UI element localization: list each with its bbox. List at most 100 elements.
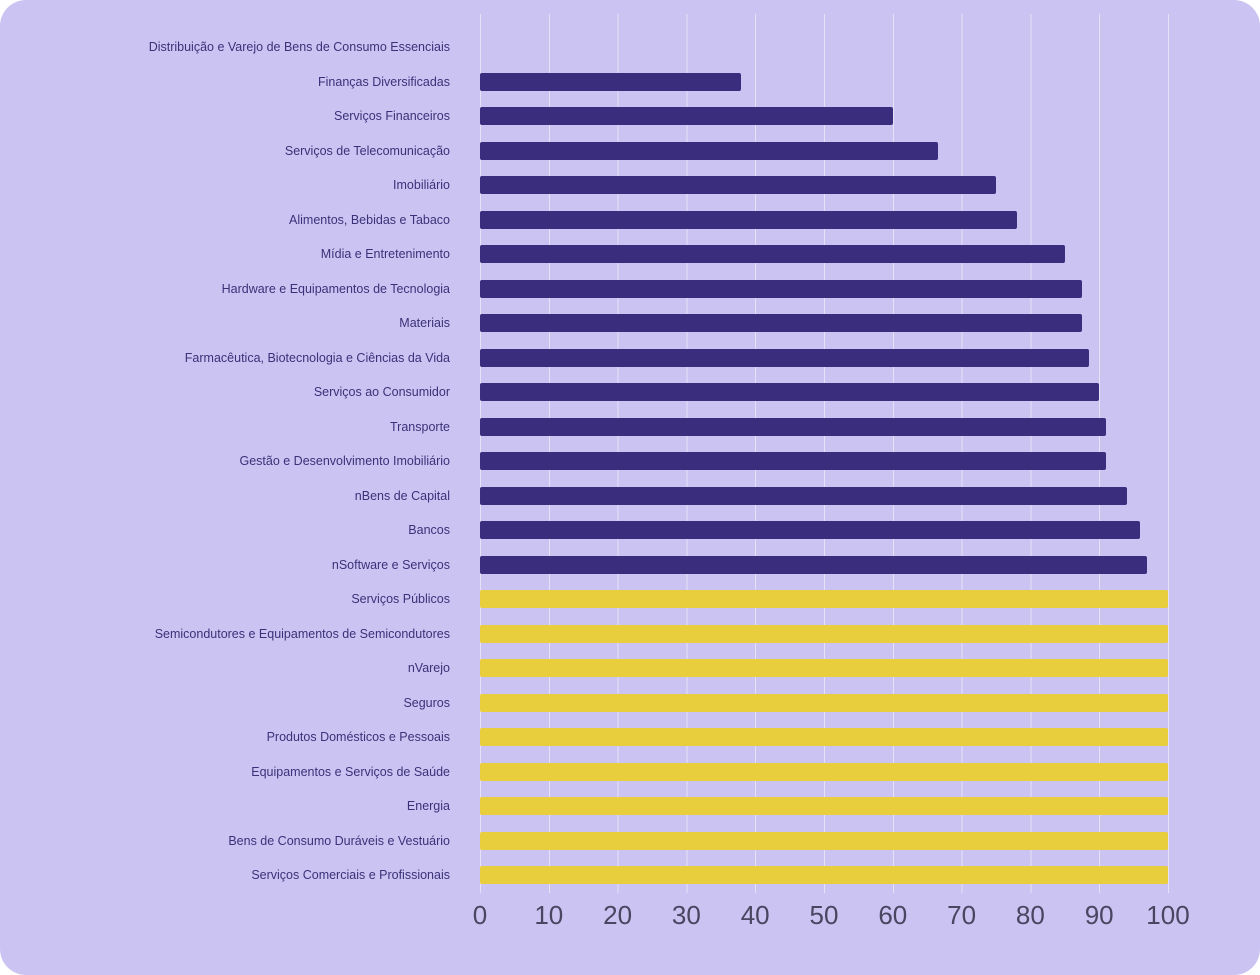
chart-row: Energia xyxy=(0,789,1260,824)
x-axis-tick-label: 20 xyxy=(603,900,633,930)
chart-row: Serviços de Telecomunicação xyxy=(0,134,1260,169)
x-axis-tick-label: 100 xyxy=(1146,900,1190,930)
category-label: Bens de Consumo Duráveis e Vestuário xyxy=(228,833,450,848)
chart-row: Hardware e Equipamentos de Tecnologia xyxy=(0,272,1260,307)
x-axis-tick-label: 80 xyxy=(1015,900,1045,930)
chart-row: Semicondutores e Equipamentos de Semicon… xyxy=(0,617,1260,652)
chart-row: Serviços ao Consumidor xyxy=(0,375,1260,410)
category-label: Seguros xyxy=(403,695,450,710)
chart-row: nBens de Capital xyxy=(0,479,1260,514)
x-axis-tick-label: 90 xyxy=(1084,900,1114,930)
bar xyxy=(480,659,1168,678)
category-label: Produtos Domésticos e Pessoais xyxy=(266,730,450,745)
category-label: Transporte xyxy=(390,419,450,434)
category-label: Serviços Públicos xyxy=(351,592,450,607)
category-label: Finanças Diversificadas xyxy=(318,74,450,89)
bar xyxy=(480,348,1089,367)
bar-track xyxy=(480,383,1168,402)
bar-track xyxy=(480,486,1168,505)
chart-row: nVarejo xyxy=(0,651,1260,686)
category-label: Equipamentos e Serviços de Saúde xyxy=(251,764,450,779)
x-axis-tick-label: 0 xyxy=(472,900,488,930)
bar-track xyxy=(480,590,1168,609)
bar xyxy=(480,797,1168,816)
bar xyxy=(480,728,1168,747)
bar xyxy=(480,831,1168,850)
category-label: Energia xyxy=(406,799,450,814)
category-label: Serviços ao Consumidor xyxy=(313,385,450,400)
chart-row: Bancos xyxy=(0,513,1260,548)
bar-track xyxy=(480,176,1168,195)
chart-row: Farmacêutica, Biotecnologia e Ciências d… xyxy=(0,341,1260,376)
chart-row: Seguros xyxy=(0,686,1260,721)
x-axis-tick-label: 10 xyxy=(534,900,564,930)
bar xyxy=(480,210,1017,229)
category-label: Materiais xyxy=(399,316,450,331)
bar-chart: Distribuição e Varejo de Bens de Consumo… xyxy=(0,30,1260,893)
bar-track xyxy=(480,279,1168,298)
bar-track xyxy=(480,72,1168,91)
bar xyxy=(480,279,1082,298)
bar xyxy=(480,72,742,91)
bar xyxy=(480,417,1107,436)
category-label: Serviços Financeiros xyxy=(333,109,450,124)
bar-track xyxy=(480,245,1168,264)
bar xyxy=(480,866,1168,885)
bar-track xyxy=(480,762,1168,781)
x-axis: 0 10 20 30 40 50 60 70 80 90 100 xyxy=(473,900,1190,940)
bar-track xyxy=(480,314,1168,333)
category-label: Mídia e Entretenimento xyxy=(320,247,450,262)
bar xyxy=(480,555,1148,574)
bar-track xyxy=(480,141,1168,160)
category-label: Hardware e Equipamentos de Tecnologia xyxy=(221,281,450,296)
bar xyxy=(480,590,1168,609)
chart-row: Serviços Financeiros xyxy=(0,99,1260,134)
x-axis-tick-label: 70 xyxy=(947,900,977,930)
bar xyxy=(480,107,893,126)
chart-row: Serviços Públicos xyxy=(0,582,1260,617)
category-label: Serviços de Telecomunicação xyxy=(284,143,450,158)
category-label: Bancos xyxy=(408,523,450,538)
category-label: Semicondutores e Equipamentos de Semicon… xyxy=(154,626,450,641)
chart-row: Equipamentos e Serviços de Saúde xyxy=(0,755,1260,790)
bar-track xyxy=(480,555,1168,574)
bar-track xyxy=(480,624,1168,643)
x-axis-tick-label: 40 xyxy=(740,900,770,930)
category-label: Distribuição e Varejo de Bens de Consumo… xyxy=(148,40,450,55)
chart-row: Bens de Consumo Duráveis e Vestuário xyxy=(0,824,1260,859)
bar xyxy=(480,521,1141,540)
x-axis-tick-label: 60 xyxy=(878,900,908,930)
bar xyxy=(480,486,1127,505)
chart-row: Finanças Diversificadas xyxy=(0,65,1260,100)
bar xyxy=(480,693,1168,712)
bar xyxy=(480,314,1082,333)
bar-track xyxy=(480,417,1168,436)
bar-track xyxy=(480,38,1168,56)
bar-track xyxy=(480,728,1168,747)
bar xyxy=(480,383,1100,402)
chart-row: Serviços Comerciais e Profissionais xyxy=(0,858,1260,893)
bar-track xyxy=(480,866,1168,885)
bar xyxy=(480,141,938,160)
category-label: Serviços Comerciais e Profissionais xyxy=(251,868,450,883)
category-label: Alimentos, Bebidas e Tabaco xyxy=(289,212,450,227)
bar-track xyxy=(480,348,1168,367)
bar-track xyxy=(480,693,1168,712)
x-axis-tick-label: 30 xyxy=(671,900,701,930)
category-label: nVarejo xyxy=(407,661,450,676)
chart-row: nSoftware e Serviços xyxy=(0,548,1260,583)
bar-track xyxy=(480,452,1168,471)
bar-track xyxy=(480,210,1168,229)
x-axis-tick-label: 50 xyxy=(809,900,839,930)
category-label: Farmacêutica, Biotecnologia e Ciências d… xyxy=(184,350,450,365)
bar-track xyxy=(480,831,1168,850)
chart-row: Materiais xyxy=(0,306,1260,341)
chart-row: Imobiliário xyxy=(0,168,1260,203)
bar xyxy=(480,245,1065,264)
bar xyxy=(480,624,1168,643)
chart-row: Mídia e Entretenimento xyxy=(0,237,1260,272)
category-label: Gestão e Desenvolvimento Imobiliário xyxy=(239,454,450,469)
chart-row: Gestão e Desenvolvimento Imobiliário xyxy=(0,444,1260,479)
category-label: Imobiliário xyxy=(393,178,450,193)
